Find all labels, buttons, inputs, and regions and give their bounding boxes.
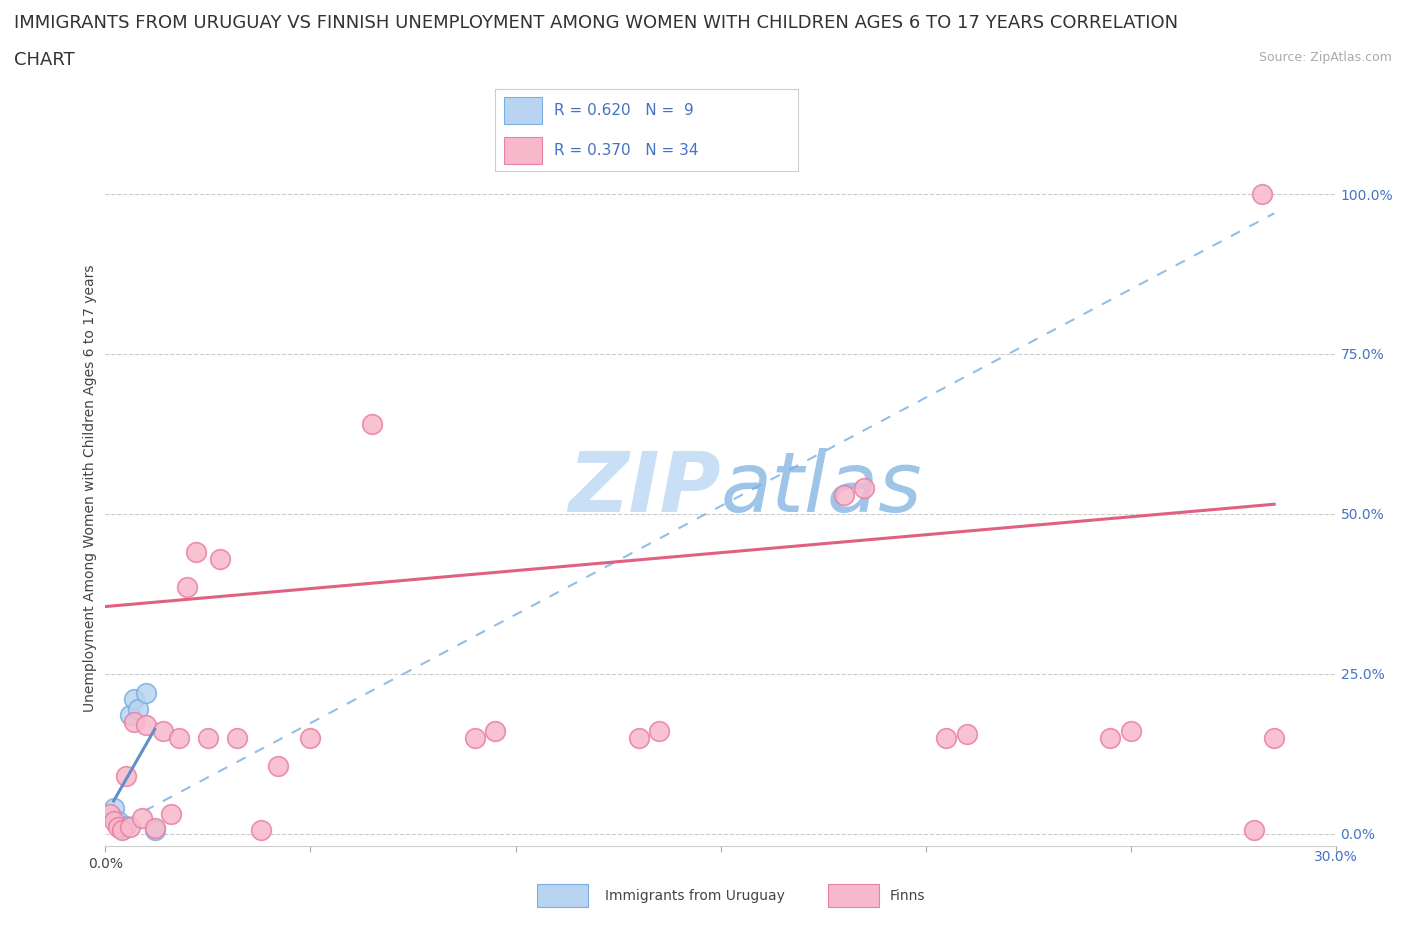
Point	[143, 823, 166, 838]
Point	[184, 545, 207, 560]
FancyBboxPatch shape	[505, 97, 541, 124]
Point	[484, 724, 506, 738]
Point	[361, 417, 384, 432]
Point	[956, 727, 979, 742]
Text: 30.0%: 30.0%	[1313, 850, 1358, 864]
Point	[853, 481, 876, 496]
Point	[122, 692, 145, 707]
Y-axis label: Unemployment Among Women with Children Ages 6 to 17 years: Unemployment Among Women with Children A…	[83, 264, 97, 712]
Point	[120, 708, 141, 723]
FancyBboxPatch shape	[537, 884, 588, 907]
Point	[135, 717, 157, 732]
Point	[648, 724, 671, 738]
FancyBboxPatch shape	[828, 884, 879, 907]
Point	[209, 551, 232, 566]
Point	[176, 580, 198, 595]
Point	[1251, 187, 1274, 202]
Text: ZIP: ZIP	[568, 447, 721, 529]
Text: IMMIGRANTS FROM URUGUAY VS FINNISH UNEMPLOYMENT AMONG WOMEN WITH CHILDREN AGES 6: IMMIGRANTS FROM URUGUAY VS FINNISH UNEMP…	[14, 14, 1178, 32]
Point	[197, 730, 219, 745]
Point	[1099, 730, 1122, 745]
Point	[1119, 724, 1142, 738]
Point	[1263, 730, 1285, 745]
Point	[267, 759, 290, 774]
Point	[111, 821, 134, 836]
Point	[111, 823, 134, 838]
Text: atlas: atlas	[721, 447, 922, 529]
Point	[103, 813, 125, 829]
Text: Finns: Finns	[890, 888, 925, 903]
Point	[935, 730, 957, 745]
FancyBboxPatch shape	[495, 89, 799, 171]
Point	[107, 819, 129, 834]
Text: CHART: CHART	[14, 51, 75, 69]
Point	[103, 801, 125, 816]
Point	[160, 807, 183, 822]
Point	[225, 730, 247, 745]
Point	[1243, 823, 1265, 838]
Point	[122, 714, 145, 729]
Point	[299, 730, 322, 745]
Text: Source: ZipAtlas.com: Source: ZipAtlas.com	[1258, 51, 1392, 64]
Point	[120, 819, 141, 834]
Point	[98, 807, 121, 822]
Point	[250, 823, 273, 838]
Point	[107, 813, 129, 829]
Point	[169, 730, 191, 745]
Text: R = 0.620   N =  9: R = 0.620 N = 9	[554, 102, 693, 117]
FancyBboxPatch shape	[505, 137, 541, 164]
Point	[152, 724, 174, 738]
Text: R = 0.370   N = 34: R = 0.370 N = 34	[554, 143, 699, 158]
Point	[127, 701, 149, 716]
Point	[131, 810, 153, 825]
Point	[135, 685, 157, 700]
Point	[464, 730, 486, 745]
Point	[115, 768, 138, 783]
Point	[832, 487, 855, 502]
Point	[143, 821, 166, 836]
Point	[627, 730, 650, 745]
Text: Immigrants from Uruguay: Immigrants from Uruguay	[605, 888, 785, 903]
Point	[115, 818, 138, 833]
